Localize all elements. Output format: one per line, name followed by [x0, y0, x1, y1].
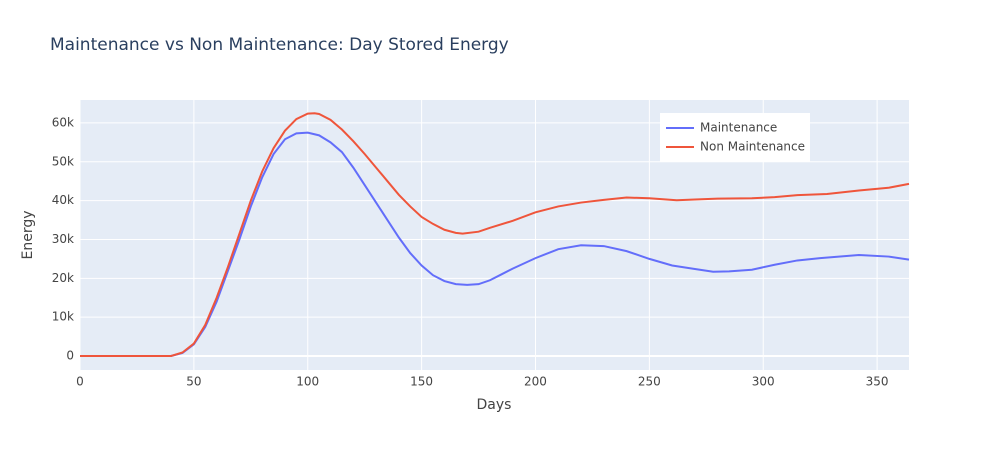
x-axis-label: Days: [477, 397, 512, 413]
y-tick-label: 50k: [52, 154, 74, 168]
x-tick-label: 250: [638, 375, 661, 389]
x-tick-label: 200: [524, 375, 547, 389]
y-tick-label: 10k: [52, 310, 74, 324]
chart-title: Maintenance vs Non Maintenance: Day Stor…: [50, 35, 509, 55]
x-tick-label: 150: [410, 375, 433, 389]
legend-box: [660, 113, 810, 162]
line: [80, 112, 910, 358]
x-tick-label: 350: [866, 375, 889, 389]
x-tick-label: 0: [76, 375, 84, 389]
y-tick-label: 20k: [52, 271, 74, 285]
x-tick-label: 100: [296, 375, 319, 389]
y-tick-label: 30k: [52, 232, 74, 246]
y-axis-label: Energy: [20, 210, 36, 259]
y-tick-label: 40k: [52, 193, 74, 207]
y-tick-label: 0: [66, 349, 74, 363]
x-tick-label: 50: [186, 375, 201, 389]
x-tick-label: 300: [752, 375, 775, 389]
line: [80, 131, 910, 358]
y-tick-label: 60k: [52, 115, 74, 129]
legend-label: Maintenance: [700, 121, 777, 135]
legend-label: Non Maintenance: [700, 140, 805, 154]
